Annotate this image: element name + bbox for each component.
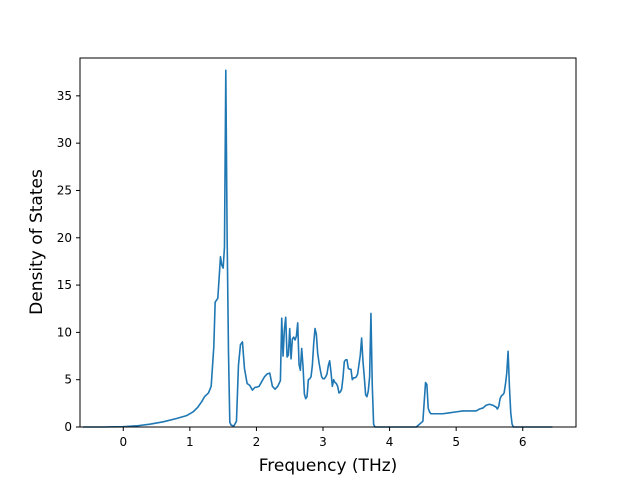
y-tick-label: 25 — [57, 183, 72, 197]
y-tick-label: 20 — [57, 231, 72, 245]
x-tick-label: 2 — [253, 435, 261, 449]
x-axis-ticks: 0 1 2 3 4 5 6 — [119, 427, 527, 449]
plot-area — [82, 69, 553, 428]
y-tick-label: 10 — [57, 325, 72, 339]
axes-frame — [79, 57, 577, 428]
y-tick-label: 30 — [57, 136, 72, 150]
x-tick-label: 1 — [186, 435, 194, 449]
x-tick-label: 0 — [119, 435, 127, 449]
x-tick-label: 4 — [386, 435, 394, 449]
y-axis-label: Density of States — [27, 169, 47, 315]
x-tick-label: 3 — [319, 435, 327, 449]
x-tick-label: 6 — [519, 435, 527, 449]
x-tick-label: 5 — [452, 435, 460, 449]
y-tick-label: 35 — [57, 89, 72, 103]
y-tick-label: 15 — [57, 278, 72, 292]
y-tick-label: 5 — [64, 373, 72, 387]
x-axis-label: Frequency (THz) — [259, 456, 398, 476]
dos-series-line — [82, 69, 553, 428]
y-tick-label: 0 — [64, 420, 72, 434]
y-axis-ticks: 0 5 10 15 20 25 30 35 — [57, 89, 80, 434]
